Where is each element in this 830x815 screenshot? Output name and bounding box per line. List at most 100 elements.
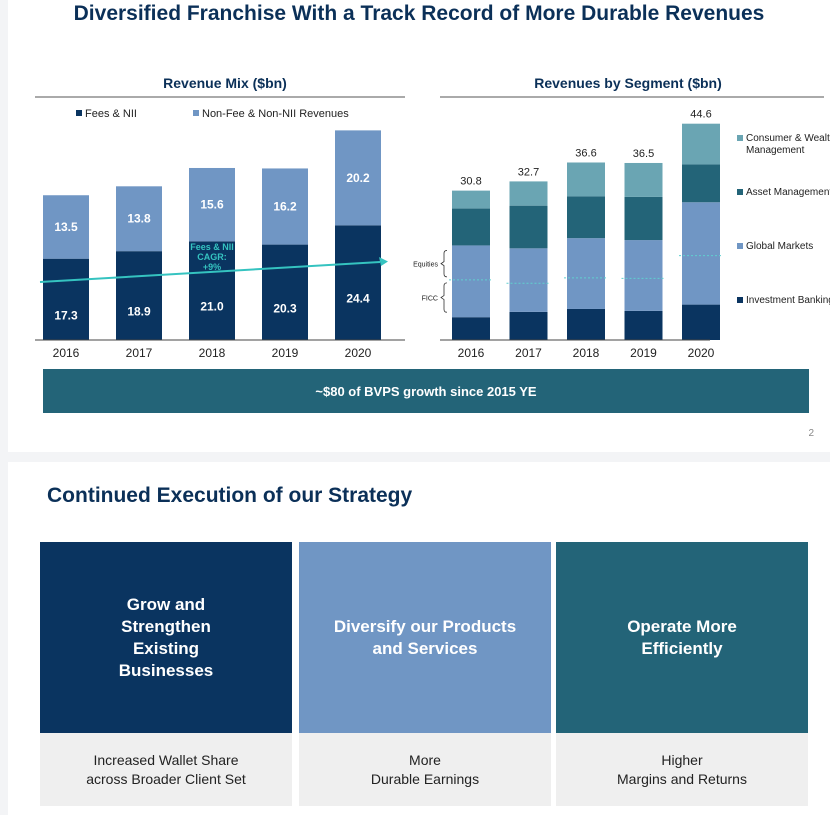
legend-label: Global Markets [746,241,813,252]
card-subtext-box: Higher Margins and Returns [556,733,808,806]
revenues-by-segment-chart: Revenues by Segment ($bn) 30.8 2016 32.7 201… [413,75,830,360]
legend-label: Non-Fee & Non-NII Revenues [202,108,349,120]
bar-segment [262,244,308,340]
bar-segment [567,196,605,239]
bar-label: 17.3 [54,308,78,322]
bracket [440,250,448,278]
bar-segment [116,186,162,252]
bar-segment [335,130,381,226]
strategy-card-grow: Grow and Strengthen Existing Businesses … [40,542,292,806]
bar-total-label: 44.6 [690,109,711,121]
bar-segment [335,225,381,340]
x-tick-label: 2019 [272,346,299,360]
legend-label: Fees & NII [85,108,137,120]
bar-segment [43,195,89,259]
bar-label: 24.4 [346,292,370,306]
legend-swatch [737,135,743,141]
cagr-annotation: CAGR: [197,252,227,262]
bar-label: 16.2 [273,200,297,214]
bar-segment [189,241,235,340]
bar-segment [567,162,605,197]
cagr-arrowhead [379,257,388,266]
card-subtext: More Durable Earnings [370,751,480,787]
bvps-banner: ~$80 of BVPS growth since 2015 YE [43,369,809,413]
bar-label: 15.6 [200,198,224,212]
bar-segment [509,248,548,312]
x-tick-label: 2018 [199,346,226,360]
bar-segment [624,310,663,340]
strategy-card-diversify: Diversify our Products and Services More… [299,542,551,806]
bar-label: 21.0 [200,300,224,314]
cagr-arrow [39,261,381,283]
card-heading: Operate More Efficiently [627,616,737,658]
card-subtext: Increased Wallet Share across Broader Cl… [86,751,246,787]
bar-segment [624,162,663,197]
slide-title: Diversified Franchise With a Track Recor… [73,2,765,25]
bar-segment [509,181,548,206]
bar-segment [43,258,89,340]
card-heading-box: Diversify our Products and Services [299,542,551,733]
bar-label: 20.3 [273,301,297,315]
bar-segment [452,245,490,318]
revenue-mix-chart: Revenue Mix ($bn) Fees & NII Non-Fee & Non… [35,75,405,360]
bar-label: 20.2 [346,171,370,185]
slide-revenues: Diversified Franchise With a Track Recor… [8,0,830,452]
bar-segment [452,190,490,209]
bar-segment [509,311,548,340]
card-subtext-box: More Durable Earnings [299,733,551,806]
x-tick-label: 2017 [126,346,153,360]
card-subtext: Higher Margins and Returns [617,751,747,787]
bar-total-label: 36.5 [633,148,654,160]
bar-segment [624,196,663,241]
legend-swatch [737,189,743,195]
bar-label: 13.8 [127,212,151,226]
legend-swatch [76,110,82,116]
bar-total-label: 30.8 [460,176,481,188]
bar-segment [509,205,548,249]
x-tick-label: 2020 [688,346,715,360]
legend-label: Investment Banking [746,295,830,306]
bar-segment [682,304,720,340]
bar-total-label: 36.6 [575,147,596,159]
bar-segment [452,208,490,246]
bar-segment [682,202,720,305]
bar-segment [682,123,720,165]
cagr-annotation: Fees & NII [190,242,234,252]
legend-swatch [737,243,743,249]
strategy-title: Continued Execution of our Strategy [47,484,413,507]
bar-total-label: 32.7 [518,166,539,178]
x-tick-label: 2020 [345,346,372,360]
bar-segment [682,164,720,203]
x-tick-label: 2016 [458,346,485,360]
bar-segment [452,317,490,340]
chart-title: Revenues by Segment ($bn) [534,75,722,91]
bar-segment [262,168,308,245]
bar-label: 13.5 [54,220,78,234]
x-tick-label: 2016 [53,346,80,360]
x-tick-label: 2017 [515,346,542,360]
card-heading-box: Grow and Strengthen Existing Businesses [40,542,292,733]
legend-label: Asset Management [746,187,830,198]
bar-segment [567,238,605,309]
legend-swatch [737,297,743,303]
x-tick-label: 2019 [630,346,657,360]
legend-label: Consumer & Wealth [746,133,830,144]
card-heading-box: Operate More Efficiently [556,542,808,733]
legend-label: Management [746,145,805,156]
slide-strategy: Continued Execution of our Strategy Grow… [8,462,830,815]
legend-swatch [193,110,199,116]
cagr-annotation: +9% [203,262,221,272]
bar-segment [189,167,235,242]
bracket-label-ficc: FICC [422,296,438,303]
card-heading: Grow and Strengthen Existing Businesses [118,594,214,680]
bracket [440,282,448,313]
bracket-label-equities: Equities [413,262,438,269]
x-tick-label: 2018 [573,346,600,360]
page-number: 2 [808,428,814,439]
bar-label: 18.9 [127,305,151,319]
card-heading: Diversify our Products and Services [333,616,517,658]
card-subtext-box: Increased Wallet Share across Broader Cl… [40,733,292,806]
strategy-card-operate: Operate More Efficiently Higher Margins … [556,542,808,806]
bar-segment [116,251,162,340]
bar-segment [567,308,605,340]
